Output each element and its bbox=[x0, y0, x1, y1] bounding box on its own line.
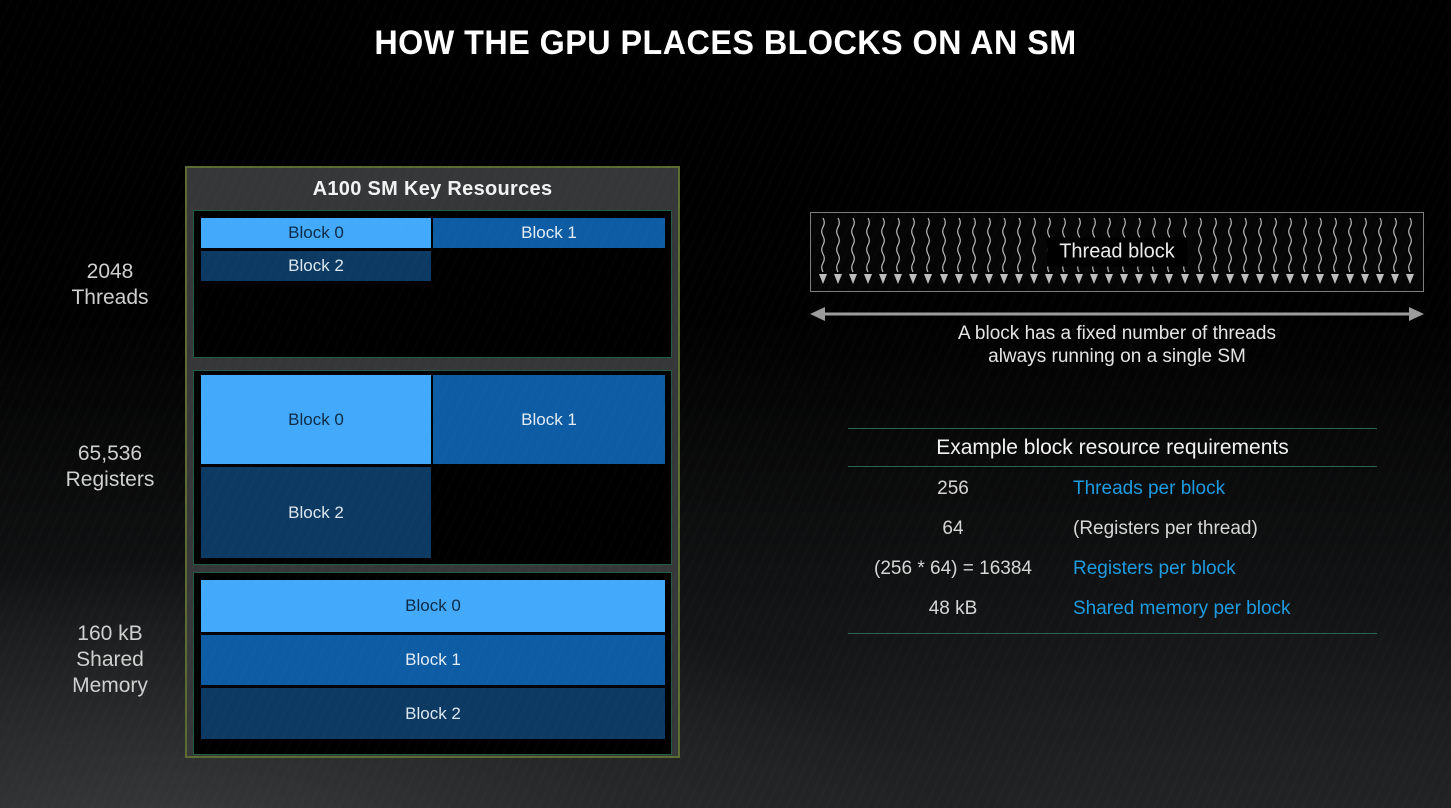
registers-block-1: Block 1 bbox=[433, 375, 665, 464]
block-caption: A block has a fixed number of threads al… bbox=[800, 322, 1434, 368]
double-arrow-icon bbox=[810, 307, 1424, 321]
requirements-table: Example block resource requirements 256 … bbox=[848, 428, 1377, 634]
requirements-table-rows: 256 Threads per block 64 (Registers per … bbox=[848, 467, 1377, 634]
caption-line: always running on a single SM bbox=[988, 346, 1246, 367]
sm-panel-title: A100 SM Key Resources bbox=[312, 178, 553, 200]
label-line: Registers bbox=[65, 468, 155, 491]
section-threads: Block 0 Block 1 Block 2 bbox=[193, 210, 672, 358]
threads-block-2: Block 2 bbox=[201, 251, 431, 281]
requirements-table-title: Example block resource requirements bbox=[848, 429, 1377, 467]
registers-block-2: Block 2 bbox=[201, 467, 431, 558]
threads-block-0: Block 0 bbox=[201, 218, 431, 248]
row-value: (256 * 64) = 16384 bbox=[874, 558, 1032, 579]
caption-line: A block has a fixed number of threads bbox=[958, 323, 1276, 344]
row-value: 64 bbox=[942, 518, 964, 539]
row-label: Shared memory per block bbox=[1073, 598, 1291, 619]
row-label: Threads per block bbox=[1073, 478, 1226, 499]
section-registers: Block 0 Block 1 Block 2 bbox=[193, 370, 672, 565]
table-row: (256 * 64) = 16384 Registers per block bbox=[848, 549, 1377, 589]
row-value: 48 kB bbox=[928, 598, 978, 619]
shared-block-1: Block 1 bbox=[201, 635, 665, 685]
slide-title: HOW THE GPU PLACES BLOCKS ON AN SM bbox=[374, 24, 1077, 62]
label-line: Memory bbox=[72, 674, 148, 697]
threads-block-1: Block 1 bbox=[433, 218, 665, 248]
label-threads-capacity: 2048 Threads bbox=[28, 259, 192, 311]
thread-block-label: Thread block bbox=[1047, 237, 1187, 267]
row-label: (Registers per thread) bbox=[1073, 518, 1258, 539]
registers-block-0: Block 0 bbox=[201, 375, 431, 464]
table-row: 64 (Registers per thread) bbox=[848, 509, 1377, 549]
shared-block-0: Block 0 bbox=[201, 580, 665, 632]
label-registers-capacity: 65,536 Registers bbox=[28, 441, 192, 493]
row-value: 256 bbox=[937, 478, 969, 499]
shared-block-2: Block 2 bbox=[201, 688, 665, 739]
label-line: Shared bbox=[76, 648, 144, 671]
sm-resources-panel: A100 SM Key Resources Block 0 Block 1 Bl… bbox=[185, 166, 680, 758]
table-row: 256 Threads per block bbox=[848, 469, 1377, 509]
label-line: 65,536 bbox=[77, 442, 143, 465]
section-shared-memory: Block 0 Block 1 Block 2 bbox=[193, 572, 672, 755]
label-line: Threads bbox=[71, 286, 149, 309]
label-line: 160 kB bbox=[77, 622, 143, 645]
label-line: 2048 bbox=[86, 260, 134, 283]
label-shared-memory-capacity: 160 kB Shared Memory bbox=[28, 621, 192, 699]
row-label: Registers per block bbox=[1073, 558, 1236, 579]
table-row: 48 kB Shared memory per block bbox=[848, 589, 1377, 629]
thread-block-figure: Thread block bbox=[810, 212, 1424, 292]
